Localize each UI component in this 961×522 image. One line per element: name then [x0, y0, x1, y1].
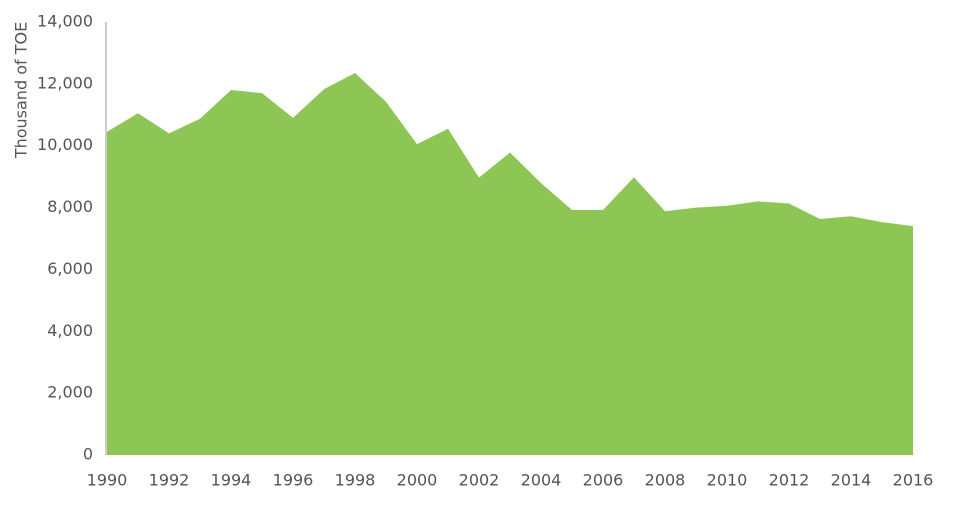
x-tick-label: 2008 — [645, 471, 686, 490]
y-tick-label: 8,000 — [47, 197, 93, 216]
y-tick-label: 6,000 — [47, 259, 93, 278]
x-tick-label: 2000 — [397, 471, 438, 490]
y-tick-label: 12,000 — [37, 73, 93, 92]
x-tick-label: 1998 — [335, 471, 376, 490]
x-tick-label: 2010 — [707, 471, 748, 490]
y-tick-label: 14,000 — [37, 12, 93, 31]
y-tick-label: 2,000 — [47, 383, 93, 402]
x-tick-label: 2002 — [459, 471, 500, 490]
x-tick-label: 1992 — [149, 471, 190, 490]
x-tick-label: 2016 — [893, 471, 934, 490]
x-tick-label: 1996 — [273, 471, 314, 490]
x-tick-label: 2004 — [521, 471, 562, 490]
x-tick-label: 1990 — [87, 471, 128, 490]
x-tick-label: 2012 — [769, 471, 810, 490]
x-tick-label: 2014 — [831, 471, 872, 490]
x-tick-label: 2006 — [583, 471, 624, 490]
y-tick-label: 10,000 — [37, 135, 93, 154]
y-tick-label: 4,000 — [47, 321, 93, 340]
x-tick-label: 1994 — [211, 471, 252, 490]
area — [107, 73, 913, 456]
y-tick-label: 0 — [83, 445, 93, 464]
y-axis-label: Thousand of TOE — [12, 22, 31, 159]
